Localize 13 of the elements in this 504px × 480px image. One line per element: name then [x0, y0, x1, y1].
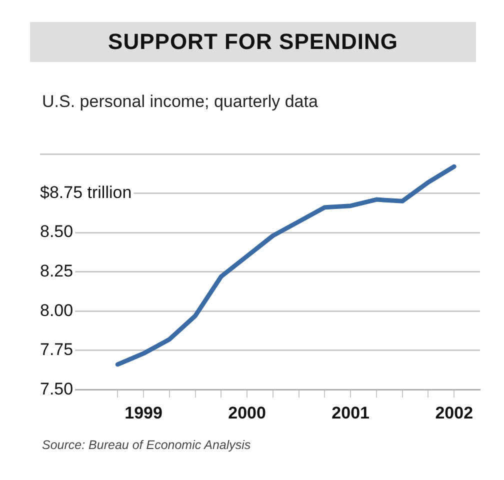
y-tick-label: 7.75 — [40, 340, 74, 360]
y-tick-label: 8.50 — [40, 222, 74, 242]
chart-title: SUPPORT FOR SPENDING — [30, 22, 476, 62]
x-tick-label: 2002 — [435, 403, 474, 422]
x-tick-label: 2001 — [332, 403, 370, 422]
x-tick-label: 2000 — [228, 403, 266, 422]
y-tick-label: $8.75 trillion — [40, 182, 132, 202]
source-note: Source: Bureau of Economic Analysis — [42, 438, 251, 452]
y-tick-label: 7.50 — [40, 379, 74, 398]
chart-subtitle: U.S. personal income; quarterly data — [42, 92, 318, 112]
x-tick-label: 1999 — [124, 403, 162, 422]
y-tick-label: 8.00 — [40, 300, 74, 320]
y-tick-label: 8.25 — [40, 261, 74, 280]
